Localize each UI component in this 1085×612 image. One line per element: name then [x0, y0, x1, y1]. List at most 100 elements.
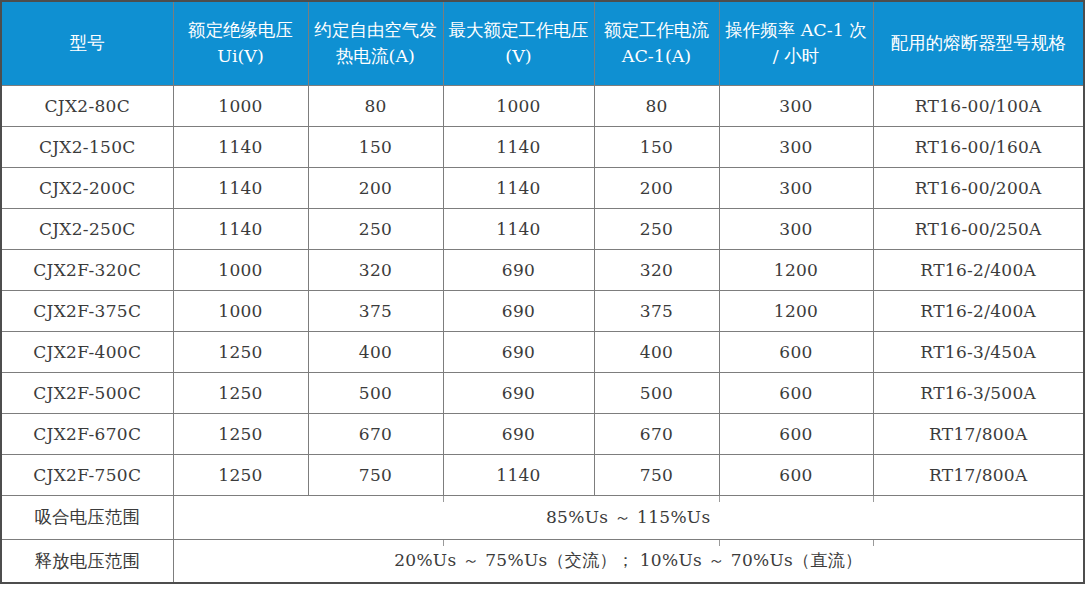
value-cell: 1250 [173, 454, 308, 495]
model-cell: CJX2F-750C [1, 454, 173, 495]
pickup-voltage-row: 吸合电压范围 85%Us ～ 115%Us [1, 495, 1084, 539]
value-cell: 250 [594, 208, 719, 249]
header-max-rated-operational-voltage: 最大额定工作电压(V) [443, 1, 594, 85]
table-row: CJX2F-375C10003756903751200RT16-2/400A [1, 290, 1084, 331]
value-cell: 300 [719, 85, 873, 126]
table-body: CJX2-80C100080100080300RT16-00/100ACJX2-… [1, 85, 1084, 495]
header-conventional-free-air-thermal-current: 约定自由空气发热电流(A) [308, 1, 443, 85]
table-row: CJX2-200C11402001140200300RT16-00/200A [1, 167, 1084, 208]
table-footer: 吸合电压范围 85%Us ～ 115%Us 释放电压范围 20%Us ～ 75%… [1, 495, 1084, 583]
value-cell: 200 [308, 167, 443, 208]
value-cell: 600 [719, 331, 873, 372]
value-cell: 690 [443, 413, 594, 454]
dropout-voltage-value: 20%Us ～ 75%Us（交流）； 10%Us ～ 70%Us（直流） [394, 550, 862, 570]
spec-sheet-page: 型号 额定绝缘电压 Ui(V) 约定自由空气发热电流(A) 最大额定工作电压(V… [0, 0, 1085, 612]
value-cell: 670 [308, 413, 443, 454]
value-cell: 1140 [173, 208, 308, 249]
value-cell: 250 [308, 208, 443, 249]
value-cell: 400 [594, 331, 719, 372]
pickup-voltage-label: 吸合电压范围 [1, 495, 173, 539]
value-cell: RT16-00/250A [873, 208, 1084, 249]
value-cell: 1000 [173, 290, 308, 331]
table-row: CJX2-150C11401501140150300RT16-00/160A [1, 126, 1084, 167]
model-cell: CJX2F-500C [1, 372, 173, 413]
value-cell: 690 [443, 249, 594, 290]
value-cell: 600 [719, 413, 873, 454]
value-cell: 1140 [173, 167, 308, 208]
grid-tick [719, 495, 720, 502]
dropout-voltage-label: 释放电压范围 [1, 539, 173, 583]
value-cell: 1140 [443, 208, 594, 249]
value-cell: 300 [719, 126, 873, 167]
value-cell: 320 [308, 249, 443, 290]
header-rated-operational-current: 额定工作电流 AC-1(A) [594, 1, 719, 85]
value-cell: 200 [594, 167, 719, 208]
value-cell: 320 [594, 249, 719, 290]
value-cell: RT16-3/500A [873, 372, 1084, 413]
pickup-voltage-value-cell: 85%Us ～ 115%Us [173, 495, 1084, 539]
value-cell: 1140 [443, 126, 594, 167]
dropout-voltage-value-cell: 20%Us ～ 75%Us（交流）； 10%Us ～ 70%Us（直流） [173, 539, 1084, 583]
value-cell: 750 [594, 454, 719, 495]
value-cell: 1140 [173, 126, 308, 167]
grid-tick [873, 495, 874, 502]
value-cell: 400 [308, 331, 443, 372]
value-cell: 80 [594, 85, 719, 126]
value-cell: 670 [594, 413, 719, 454]
value-cell: RT17/800A [873, 454, 1084, 495]
value-cell: 690 [443, 331, 594, 372]
value-cell: 690 [443, 372, 594, 413]
table-row: CJX2F-500C1250500690500600RT16-3/500A [1, 372, 1084, 413]
value-cell: 1000 [173, 249, 308, 290]
value-cell: RT17/800A [873, 413, 1084, 454]
header-model: 型号 [1, 1, 173, 85]
model-cell: CJX2-150C [1, 126, 173, 167]
model-cell: CJX2F-400C [1, 331, 173, 372]
value-cell: RT16-00/160A [873, 126, 1084, 167]
model-cell: CJX2-80C [1, 85, 173, 126]
value-cell: RT16-00/200A [873, 167, 1084, 208]
header-fuse-type: 配用的熔断器型号规格 [873, 1, 1084, 85]
table-row: CJX2F-670C1250670690670600RT17/800A [1, 413, 1084, 454]
model-cell: CJX2F-320C [1, 249, 173, 290]
model-cell: CJX2-200C [1, 167, 173, 208]
value-cell: 150 [594, 126, 719, 167]
model-cell: CJX2-250C [1, 208, 173, 249]
table-header: 型号 额定绝缘电压 Ui(V) 约定自由空气发热电流(A) 最大额定工作电压(V… [1, 1, 1084, 85]
dropout-voltage-row: 释放电压范围 20%Us ～ 75%Us（交流）； 10%Us ～ 70%Us（… [1, 539, 1084, 583]
model-cell: CJX2F-670C [1, 413, 173, 454]
pickup-voltage-value: 85%Us ～ 115%Us [546, 507, 711, 527]
value-cell: 1200 [719, 290, 873, 331]
header-rated-insulation-voltage: 额定绝缘电压 Ui(V) [173, 1, 308, 85]
value-cell: 375 [308, 290, 443, 331]
header-operating-frequency: 操作频率 AC-1 次 / 小时 [719, 1, 873, 85]
value-cell: RT16-2/400A [873, 290, 1084, 331]
value-cell: 750 [308, 454, 443, 495]
value-cell: RT16-3/450A [873, 331, 1084, 372]
value-cell: 300 [719, 167, 873, 208]
value-cell: 1000 [173, 85, 308, 126]
value-cell: 300 [719, 208, 873, 249]
contactor-spec-table: 型号 额定绝缘电压 Ui(V) 约定自由空气发热电流(A) 最大额定工作电压(V… [0, 0, 1085, 584]
value-cell: RT16-00/100A [873, 85, 1084, 126]
value-cell: 500 [308, 372, 443, 413]
value-cell: 150 [308, 126, 443, 167]
table-row: CJX2-80C100080100080300RT16-00/100A [1, 85, 1084, 126]
value-cell: 1250 [173, 413, 308, 454]
value-cell: 1200 [719, 249, 873, 290]
header-row: 型号 额定绝缘电压 Ui(V) 约定自由空气发热电流(A) 最大额定工作电压(V… [1, 1, 1084, 85]
value-cell: RT16-2/400A [873, 249, 1084, 290]
model-cell: CJX2F-375C [1, 290, 173, 331]
table-row: CJX2F-320C10003206903201200RT16-2/400A [1, 249, 1084, 290]
value-cell: 690 [443, 290, 594, 331]
grid-tick [443, 539, 444, 546]
value-cell: 1250 [173, 331, 308, 372]
value-cell: 1000 [443, 85, 594, 126]
table-row: CJX2-250C11402501140250300RT16-00/250A [1, 208, 1084, 249]
table-row: CJX2F-750C12507501140750600RT17/800A [1, 454, 1084, 495]
grid-tick [719, 539, 720, 546]
value-cell: 500 [594, 372, 719, 413]
value-cell: 1250 [173, 372, 308, 413]
table-row: CJX2F-400C1250400690400600RT16-3/450A [1, 331, 1084, 372]
grid-tick [443, 495, 444, 502]
